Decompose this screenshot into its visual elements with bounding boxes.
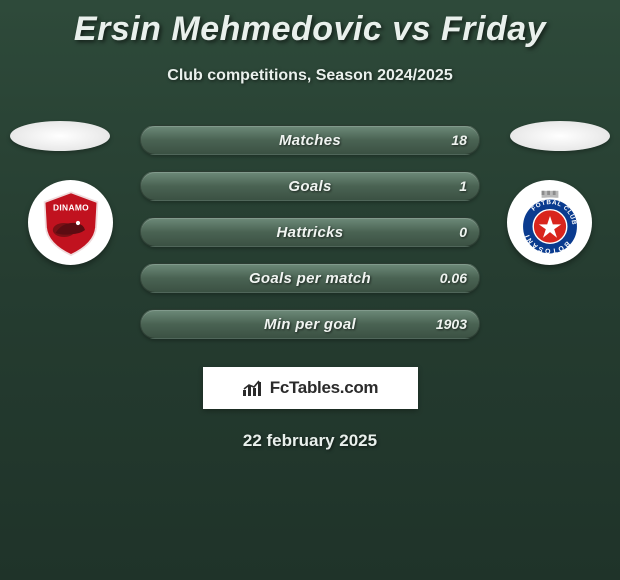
subtitle: Club competitions, Season 2024/2025 [0,67,620,85]
stat-right-value: 0.06 [440,270,467,286]
player-right-placeholder [510,121,610,151]
stat-right-value: 1903 [436,316,467,332]
stat-right-value: 0 [459,224,467,240]
brand-box: FcTables.com [203,367,418,409]
date-caption: 22 february 2025 [0,431,620,451]
stat-row: Goals 1 [140,171,480,201]
stat-row: Min per goal 1903 [140,309,480,339]
stat-right-value: 18 [451,132,467,148]
stat-row: Hattricks 0 [140,217,480,247]
dinamo-crest-icon: DINAMO [36,188,106,258]
stat-label: Matches [279,132,341,149]
svg-text:DINAMO: DINAMO [52,202,88,212]
stat-label: Goals [288,178,331,195]
bar-chart-icon [242,379,264,397]
brand-text: FcTables.com [270,378,379,398]
stat-row: Matches 18 [140,125,480,155]
stat-label: Goals per match [249,270,371,287]
stat-label: Min per goal [264,316,356,333]
stat-label: Hattricks [277,224,344,241]
club-badge-left: DINAMO [28,180,113,265]
botosani-crest-icon: FOTBAL CLUB BOTOSANI [515,188,585,258]
comparison-panel: DINAMO FOTBAL CLUB BOTOSANI [0,125,620,451]
stat-right-value: 1 [459,178,467,194]
page-title: Ersin Mehmedovic vs Friday [0,0,620,49]
club-badge-right: FOTBAL CLUB BOTOSANI [507,180,592,265]
stat-row: Goals per match 0.06 [140,263,480,293]
stat-rows: Matches 18 Goals 1 Hattricks 0 Goals per… [140,125,480,339]
player-left-placeholder [10,121,110,151]
